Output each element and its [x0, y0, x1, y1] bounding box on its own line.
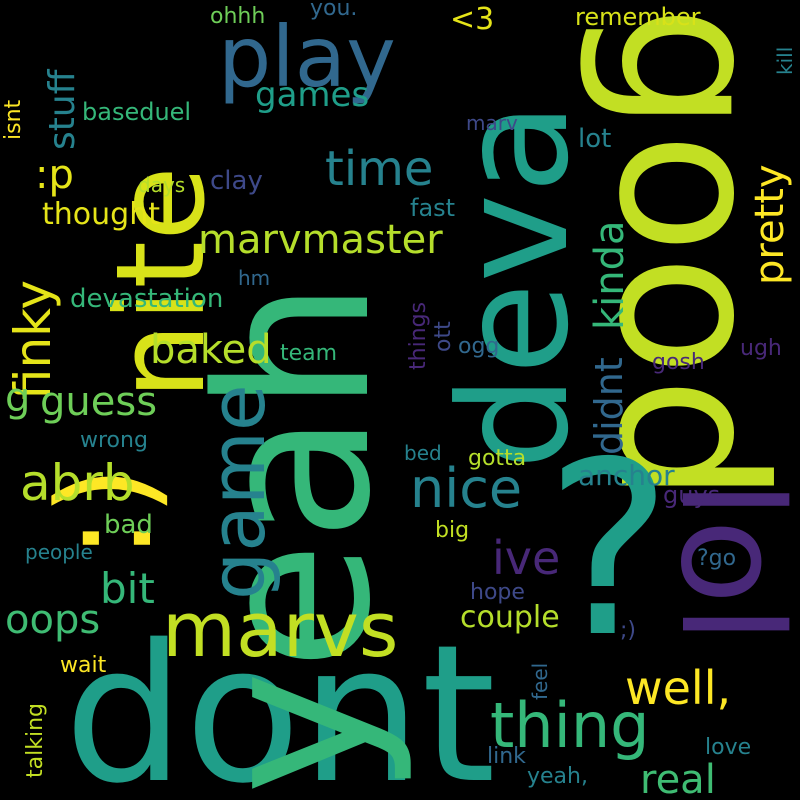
word-play: play [218, 8, 396, 106]
word-devastation: devastation [70, 284, 224, 314]
word-remember: remember [575, 3, 701, 31]
word-gotta: gotta [468, 446, 527, 471]
word-marvmaster: marvmaster [198, 217, 443, 263]
word-ogg: ogg [458, 334, 500, 359]
word-people: people [25, 540, 93, 564]
word-feel: feel [528, 662, 552, 700]
word-bed: bed [404, 441, 442, 465]
word-baked: baked [150, 327, 272, 373]
word-question-go: ?go [697, 546, 737, 571]
word-thought: thought [42, 197, 160, 232]
word-team: team [280, 341, 338, 366]
word-oops: oops [5, 597, 101, 643]
word-nice: nice [410, 457, 523, 520]
word-wait: wait [60, 653, 107, 678]
word-talking: talking [23, 703, 48, 778]
word-bad: bad [104, 510, 153, 540]
word-time: time [325, 141, 434, 197]
word-well: well, [625, 661, 732, 715]
word-big: big [435, 518, 470, 543]
word-days: days [138, 173, 186, 197]
word-guys: guys [663, 481, 721, 509]
word-isnt: isnt [1, 99, 26, 140]
word-game: game [193, 384, 282, 600]
word-lot: lot [578, 124, 612, 154]
word-g: g [5, 375, 31, 421]
word-wink: ;) [620, 618, 636, 643]
word-dont: dont [64, 604, 496, 800]
word-ive: ive [492, 531, 561, 585]
word-anchor: anchor [578, 459, 675, 492]
word-pretty: pretty [747, 164, 793, 285]
word-marv: marv [466, 111, 518, 135]
word-colon-p: :p [35, 152, 74, 198]
word-you: you. [310, 0, 358, 21]
word-ott: ott [431, 321, 456, 352]
word-question: ? [545, 410, 673, 690]
word-didnt: didnt [587, 357, 631, 455]
word-real: real [640, 757, 716, 800]
word-clay: clay [210, 166, 263, 196]
word-couple: couple [460, 600, 560, 635]
word-stuff: stuff [42, 69, 83, 151]
word-yeah-comma: yeah, [527, 764, 588, 789]
word-abrb: abrb [20, 454, 135, 512]
word-bit: bit [100, 564, 155, 613]
word-ohhh: ohhh [210, 4, 266, 29]
word-hm: hm [238, 266, 271, 290]
word-marvs: marvs [162, 585, 399, 674]
word-things: things [406, 301, 431, 370]
word-love: love [705, 735, 752, 760]
word-fast: fast [410, 194, 456, 222]
word-hope: hope [470, 580, 525, 605]
word-baseduel: baseduel [82, 98, 192, 126]
word-heart: <3 [450, 2, 495, 37]
word-wrong: wrong [80, 428, 148, 453]
word-kill: kill [773, 46, 797, 75]
word-ugh: ugh [740, 336, 782, 361]
word-thing: thing [490, 689, 650, 762]
word-link: link [487, 744, 526, 769]
word-guess: guess [40, 379, 158, 425]
word-games: games [255, 75, 370, 115]
word-gosh: gosh [652, 350, 705, 375]
word-kinda: kinda [587, 220, 633, 330]
